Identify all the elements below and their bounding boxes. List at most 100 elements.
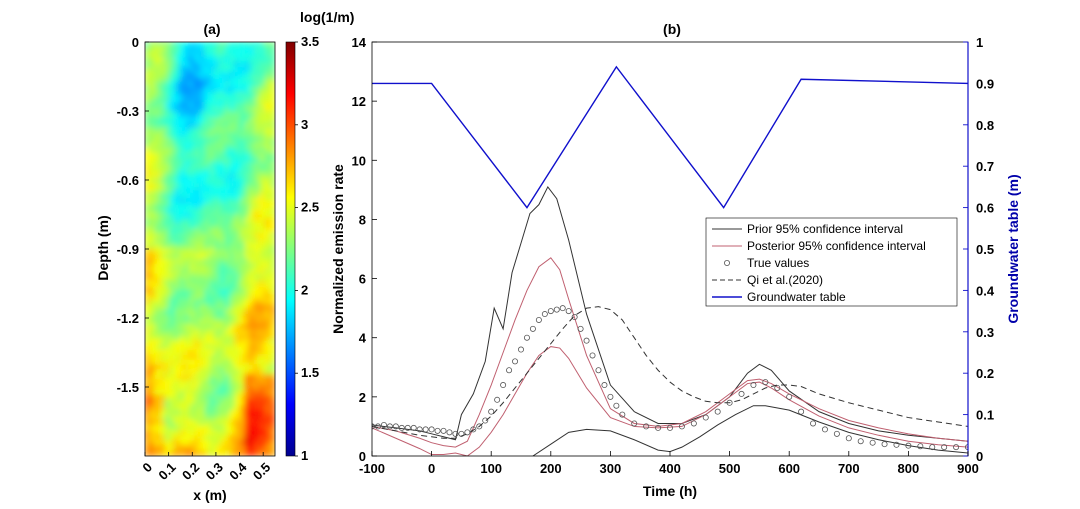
- heatmap-cell: [269, 374, 275, 381]
- data-point: [917, 443, 924, 450]
- heatmap-cell: [269, 42, 275, 48]
- heatmap-cell: [184, 435, 191, 442]
- heatmap-cell: [239, 46, 246, 53]
- heatmap-cell: [159, 96, 166, 104]
- heatmap-cell: [164, 258, 171, 265]
- heatmap-cell: [264, 344, 271, 351]
- heatmap-cell: [169, 147, 176, 154]
- heatmap-cell: [164, 440, 171, 447]
- heatmap-cell: [174, 157, 181, 164]
- heatmap-cell: [244, 379, 251, 386]
- heatmap-cell: [214, 273, 221, 280]
- heatmap-cell: [159, 430, 166, 437]
- heatmap-cell: [264, 218, 271, 225]
- heatmap-cell: [164, 394, 171, 402]
- heatmap-cell: [164, 81, 171, 89]
- heatmap-cell: [159, 394, 166, 402]
- true-values-markers: [372, 305, 968, 451]
- y-tick-label: 10: [352, 153, 366, 168]
- heatmap-cell: [159, 147, 166, 154]
- heatmap-cell: [164, 283, 171, 290]
- heatmap-cell: [154, 46, 161, 53]
- heatmap-cell: [174, 389, 181, 397]
- heatmap-cell: [164, 91, 171, 99]
- heatmap-cell: [174, 233, 181, 240]
- data-point: [798, 408, 805, 415]
- heatmap-cell: [224, 142, 231, 149]
- heatmap-cell: [234, 127, 241, 134]
- heatmap-cell: [149, 127, 156, 134]
- heatmap-cell: [199, 223, 206, 230]
- heatmap-cell: [149, 339, 156, 346]
- heatmap-cell: [169, 409, 176, 417]
- heatmap-cell: [174, 228, 181, 235]
- heatmap-cell: [254, 364, 261, 371]
- heatmap-cell: [229, 440, 236, 447]
- heatmap-cell: [189, 440, 196, 447]
- heatmap-cell: [264, 339, 271, 346]
- heatmap-cell: [204, 117, 211, 124]
- heatmap-cell: [149, 308, 156, 316]
- heatmap-cell: [254, 238, 261, 245]
- heatmap-cell: [159, 117, 166, 124]
- heatmap-cell: [244, 248, 251, 255]
- heatmap-cell: [154, 415, 161, 422]
- data-point: [434, 427, 441, 434]
- heatmap-cell: [174, 303, 181, 311]
- heatmap-cell: [189, 253, 196, 260]
- heatmap-cell: [179, 450, 186, 456]
- heatmap-cell: [269, 167, 275, 174]
- heatmap-cell: [149, 450, 156, 456]
- heatmap-cell: [154, 152, 161, 159]
- heatmap-cell: [145, 379, 151, 386]
- heatmap-cell: [254, 435, 261, 442]
- heatmap-cell: [224, 339, 231, 346]
- y-tick-label: 0: [132, 35, 139, 50]
- heatmap-cell: [239, 273, 246, 280]
- heatmap-cell: [189, 409, 196, 417]
- heatmap-cell: [154, 369, 161, 376]
- heatmap-cell: [259, 51, 266, 58]
- heatmap-cell: [214, 107, 221, 114]
- heatmap-cell: [254, 334, 261, 341]
- heatmap-cell: [179, 399, 186, 407]
- heatmap-cell: [145, 354, 151, 361]
- heatmap-cell: [159, 253, 166, 260]
- heatmap-cell: [154, 182, 161, 190]
- heatmap-cell: [264, 379, 271, 386]
- heatmap-cell: [209, 445, 216, 452]
- heatmap-cell: [269, 51, 275, 58]
- heatmap-cell: [244, 51, 251, 58]
- heatmap-cell: [264, 101, 271, 109]
- heatmap-cell: [145, 253, 151, 260]
- heatmap-cell: [199, 374, 206, 381]
- heatmap-cell: [214, 66, 221, 73]
- heatmap-cell: [269, 278, 275, 285]
- heatmap-cell: [169, 435, 176, 442]
- heatmap-cell: [224, 162, 231, 169]
- heatmap-cell: [249, 404, 256, 412]
- heatmap-cell: [219, 319, 226, 326]
- heatmap-cell: [229, 334, 236, 341]
- heatmap-cell: [149, 157, 156, 164]
- heatmap-cell: [199, 101, 206, 109]
- heatmap-cell: [169, 238, 176, 245]
- heatmap-cell: [174, 379, 181, 386]
- heatmap-cell: [224, 66, 231, 73]
- heatmap-cell: [249, 293, 256, 301]
- x-tick-label: 100: [480, 461, 502, 476]
- heatmap-cell: [209, 233, 216, 240]
- heatmap-cell: [259, 409, 266, 417]
- heatmap-cell: [174, 243, 181, 250]
- heatmap-cell: [145, 96, 151, 104]
- heatmap-cell: [209, 399, 216, 407]
- heatmap-cell: [234, 152, 241, 159]
- heatmap-cell: [269, 76, 275, 83]
- heatmap-cell: [234, 182, 241, 190]
- heatmap-cell: [214, 324, 221, 331]
- heatmap-cell: [174, 127, 181, 134]
- heatmap-cell: [229, 238, 236, 245]
- heatmap-cell: [189, 147, 196, 154]
- heatmap-cell: [269, 425, 275, 432]
